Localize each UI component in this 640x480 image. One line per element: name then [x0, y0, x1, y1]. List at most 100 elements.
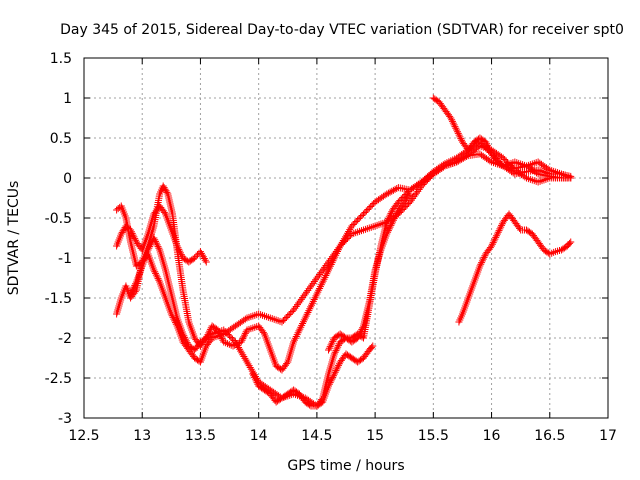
data-point — [144, 246, 152, 254]
data-point — [405, 192, 413, 200]
data-point — [285, 311, 293, 318]
data-point — [181, 335, 189, 343]
data-point — [306, 401, 314, 409]
data-point — [312, 276, 320, 284]
data-point — [282, 314, 290, 321]
data-point — [131, 235, 139, 243]
data-point — [130, 233, 138, 241]
data-point — [333, 345, 341, 353]
data-point — [361, 209, 369, 216]
data-point — [308, 281, 316, 289]
data-point — [453, 128, 461, 136]
series-arc-h — [455, 210, 575, 326]
data-point — [348, 222, 356, 230]
data-point — [532, 169, 540, 177]
data-point — [333, 365, 341, 373]
series-arc-f — [325, 190, 414, 354]
data-point — [494, 228, 502, 236]
data-point — [318, 267, 326, 275]
data-point — [439, 163, 447, 171]
data-point — [393, 209, 401, 217]
data-point — [386, 188, 394, 196]
x-tick-label: 16.5 — [534, 428, 565, 444]
data-point — [493, 232, 501, 240]
data-point — [152, 239, 160, 247]
data-point — [485, 145, 493, 153]
data-point — [309, 279, 317, 287]
data-point — [152, 269, 160, 277]
data-point — [365, 204, 373, 212]
data-point — [181, 333, 189, 341]
data-point — [337, 240, 345, 248]
data-point — [356, 329, 364, 337]
data-point — [339, 237, 347, 245]
data-point — [331, 249, 339, 257]
data-point — [369, 342, 377, 350]
data-point — [479, 255, 487, 263]
data-point — [451, 123, 459, 131]
data-point — [334, 246, 342, 254]
data-point — [338, 238, 346, 246]
data-point — [389, 186, 397, 194]
data-point — [327, 341, 335, 349]
data-point — [202, 258, 210, 266]
data-point — [478, 259, 486, 267]
data-point — [336, 242, 344, 250]
data-point — [406, 190, 414, 198]
data-point — [483, 140, 491, 148]
data-point — [383, 190, 391, 198]
data-point — [413, 189, 421, 197]
data-point — [335, 361, 343, 369]
data-point — [354, 216, 362, 224]
data-point — [410, 193, 418, 201]
data-point — [182, 337, 190, 345]
data-point — [224, 331, 232, 338]
data-point — [563, 174, 571, 182]
data-point — [252, 377, 260, 385]
data-point — [456, 133, 464, 141]
data-point — [499, 154, 507, 162]
data-point — [327, 254, 335, 262]
data-point — [152, 237, 160, 245]
data-point — [367, 203, 375, 210]
x-tick-label: 12.5 — [68, 428, 99, 444]
data-point — [455, 131, 463, 139]
data-point — [239, 351, 247, 359]
data-point — [490, 237, 498, 245]
data-point — [306, 283, 314, 291]
data-point — [357, 213, 365, 221]
data-point — [478, 257, 486, 265]
data-point — [155, 244, 163, 252]
data-point — [242, 356, 250, 364]
data-point — [355, 331, 363, 339]
data-point — [238, 336, 246, 344]
data-point — [388, 187, 396, 195]
y-tick-label: 0 — [63, 171, 72, 187]
data-point — [305, 285, 313, 293]
data-point — [415, 186, 423, 194]
x-tick-label: 14.5 — [301, 428, 332, 444]
data-point — [243, 358, 251, 366]
data-point — [448, 116, 456, 124]
data-point — [183, 339, 191, 347]
data-point — [390, 215, 398, 223]
data-point — [389, 216, 397, 224]
data-point — [132, 280, 140, 288]
data-point — [287, 309, 295, 317]
data-point — [246, 363, 254, 371]
data-point — [146, 243, 154, 251]
data-point — [344, 229, 352, 237]
data-point — [326, 256, 334, 264]
data-point — [228, 335, 236, 343]
data-point — [241, 329, 249, 337]
data-point — [313, 274, 321, 282]
data-point — [480, 253, 488, 261]
data-point — [239, 335, 247, 343]
data-point — [251, 375, 259, 383]
data-point — [349, 221, 357, 228]
axis-ticks — [83, 57, 609, 419]
data-point — [241, 354, 249, 362]
x-tick-labels: 12.5 13 13.5 14 14.5 15 15.5 16 16.5 17 — [68, 428, 617, 444]
data-point — [457, 135, 465, 143]
data-point — [154, 275, 162, 283]
